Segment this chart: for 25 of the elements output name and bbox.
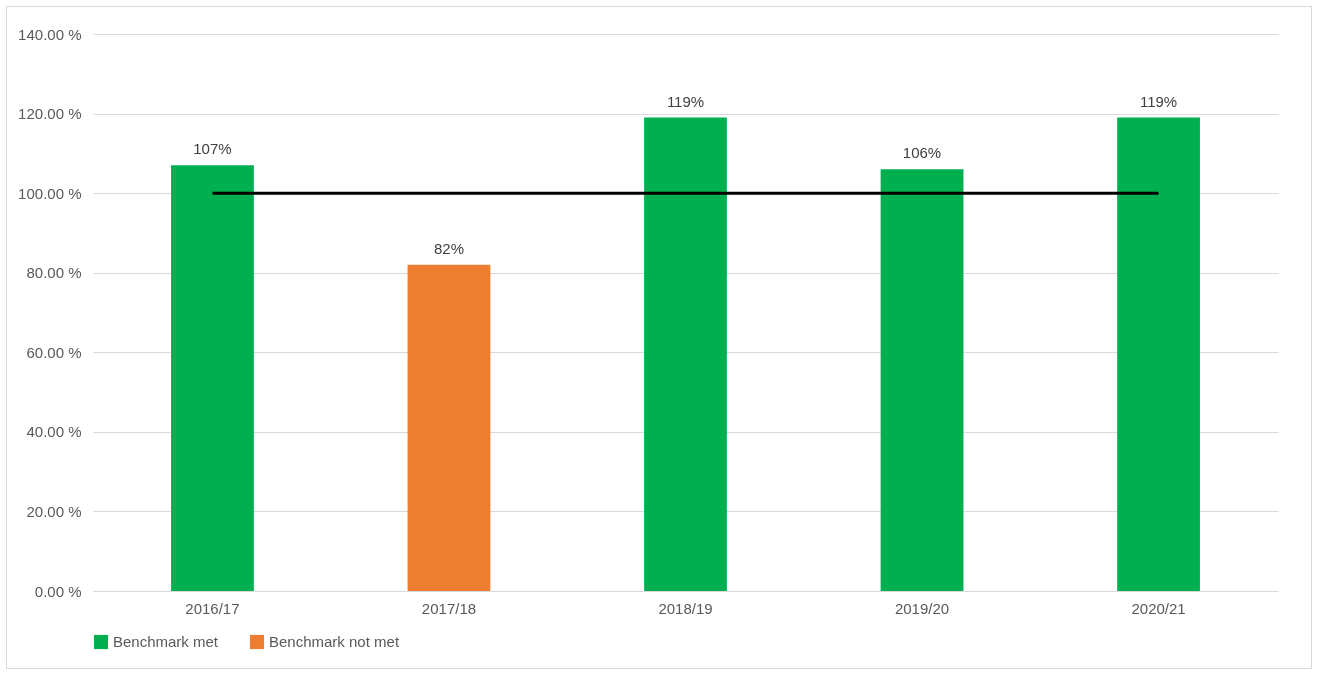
x-tick-label: 2016/17 (185, 599, 240, 617)
x-tick-label: 2020/21 (1131, 599, 1186, 617)
x-tick-label: 2019/20 (894, 599, 950, 617)
y-tick-label: 20.00 % (26, 502, 82, 520)
y-tick-label: 40.00 % (26, 423, 82, 441)
x-tick-label: 2017/18 (421, 599, 477, 617)
data-label: 119% (666, 92, 705, 110)
y-tick-label: 60.00 % (26, 343, 82, 361)
data-label: 119% (1139, 92, 1178, 110)
bar (407, 264, 491, 591)
data-label: 107% (193, 140, 232, 158)
y-tick-label: 100.00 % (18, 184, 82, 202)
bar (644, 117, 727, 591)
data-label: 82% (433, 239, 464, 257)
y-tick-label: 120.00 % (18, 105, 82, 123)
bar (880, 169, 964, 591)
y-tick-label: 0.00 % (34, 582, 82, 600)
data-label: 106% (902, 144, 942, 162)
bar (171, 165, 254, 591)
legend-label: Benchmark not met (269, 633, 400, 650)
legend-label: Benchmark met (113, 633, 219, 650)
x-tick-label: 2018/19 (658, 599, 713, 617)
bar (1117, 117, 1200, 591)
y-tick-label: 140.00 % (18, 25, 82, 43)
y-tick-label: 80.00 % (26, 264, 82, 282)
